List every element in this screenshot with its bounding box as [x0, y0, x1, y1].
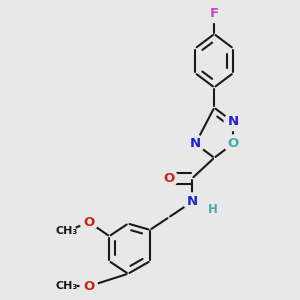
Circle shape — [58, 223, 76, 240]
Text: O: O — [163, 172, 174, 185]
Text: N: N — [190, 137, 201, 150]
Circle shape — [80, 278, 98, 295]
Text: H: H — [208, 203, 218, 216]
Text: F: F — [210, 7, 219, 20]
Circle shape — [160, 169, 178, 187]
Text: N: N — [187, 195, 198, 208]
Circle shape — [184, 193, 201, 211]
Text: CH₃: CH₃ — [56, 281, 78, 291]
Text: N: N — [227, 115, 239, 128]
Circle shape — [206, 5, 223, 22]
Circle shape — [58, 278, 76, 295]
Circle shape — [224, 113, 242, 130]
Circle shape — [80, 213, 98, 231]
Text: CH₃: CH₃ — [56, 226, 78, 236]
Circle shape — [204, 201, 221, 218]
Circle shape — [224, 135, 242, 152]
Text: O: O — [83, 215, 94, 229]
Circle shape — [187, 135, 204, 152]
Text: O: O — [83, 280, 94, 293]
Text: O: O — [227, 137, 239, 150]
